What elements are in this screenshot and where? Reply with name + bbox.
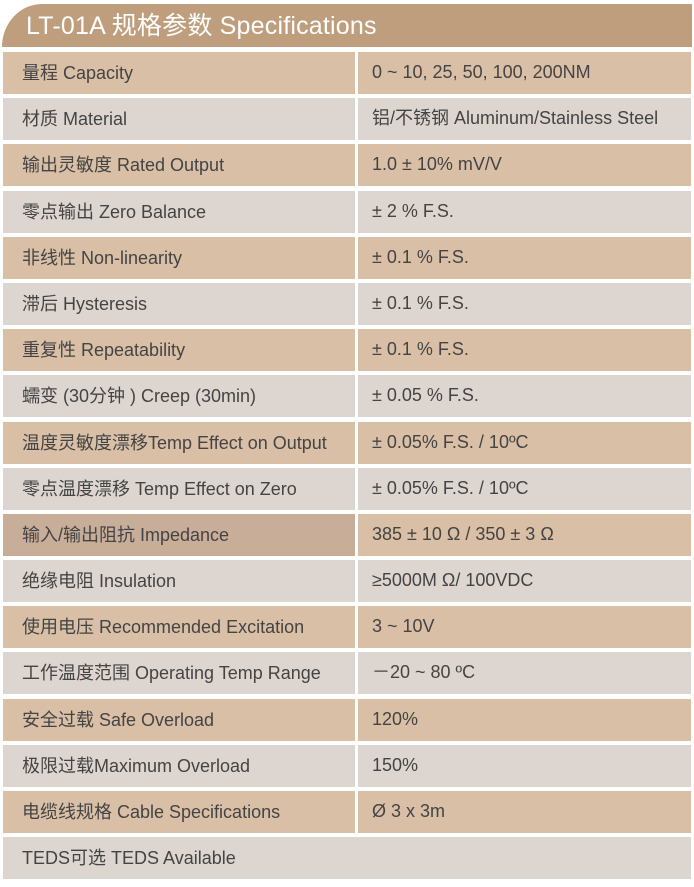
spec-title: LT-01A 规格参数 Specifications: [2, 4, 692, 47]
spec-value: 3 ~ 10V: [358, 606, 691, 649]
spec-label: 输出灵敏度 Rated Output: [3, 144, 355, 187]
spec-row-hysteresis: 滞后 Hysteresis ± 0.1 % F.S.: [3, 282, 691, 325]
spec-row-cable: 电缆线规格 Cable Specifications Ø 3 x 3m: [3, 791, 691, 833]
spec-label: 极限过载Maximum Overload: [3, 744, 355, 787]
spec-label: TEDS可选 TEDS Available: [3, 837, 691, 880]
spec-row-zero-balance: 零点输出 Zero Balance ± 2 % F.S.: [3, 190, 691, 233]
spec-label: 输入/输出阻抗 Impedance: [3, 513, 355, 556]
spec-row-temp-effect-zero: 零点温度漂移 Temp Effect on Zero ± 0.05% F.S. /…: [3, 467, 691, 510]
spec-table: 量程 Capacity 0 ~ 10, 25, 50, 100, 200NM 材质…: [3, 52, 691, 883]
spec-value: ± 0.1 % F.S.: [358, 329, 691, 372]
spec-row-safe-overload: 安全过载 Safe Overload 120%: [3, 698, 691, 741]
spec-label: 量程 Capacity: [3, 52, 355, 94]
spec-value: 铝/不锈钢 Aluminum/Stainless Steel: [358, 98, 691, 141]
spec-label: 滞后 Hysteresis: [3, 282, 355, 325]
spec-label: 零点输出 Zero Balance: [3, 190, 355, 233]
spec-value: ± 0.1 % F.S.: [358, 282, 691, 325]
spec-value: ± 0.05% F.S. / 10ºC: [358, 421, 691, 464]
spec-row-material: 材质 Material 铝/不锈钢 Aluminum/Stainless Stee…: [3, 98, 691, 141]
spec-label: 重复性 Repeatability: [3, 329, 355, 372]
spec-label: 温度灵敏度漂移Temp Effect on Output: [3, 421, 355, 464]
spec-value: ± 2 % F.S.: [358, 190, 691, 233]
spec-row-non-linearity: 非线性 Non-linearity ± 0.1 % F.S.: [3, 236, 691, 279]
spec-label: 安全过载 Safe Overload: [3, 698, 355, 741]
spec-row-temp-effect-output: 温度灵敏度漂移Temp Effect on Output ± 0.05% F.S.…: [3, 421, 691, 464]
spec-value: 1.0 ± 10% mV/V: [358, 144, 691, 187]
spec-row-capacity: 量程 Capacity 0 ~ 10, 25, 50, 100, 200NM: [3, 52, 691, 94]
spec-value: 150%: [358, 744, 691, 787]
spec-row-rated-output: 输出灵敏度 Rated Output 1.0 ± 10% mV/V: [3, 144, 691, 187]
spec-value: ± 0.05 % F.S.: [358, 375, 691, 418]
spec-value: ≥5000M Ω/ 100VDC: [358, 560, 691, 603]
spec-row-repeatability: 重复性 Repeatability ± 0.1 % F.S.: [3, 329, 691, 372]
spec-label: 工作温度范围 Operating Temp Range: [3, 652, 355, 695]
spec-row-impedance: 输入/输出阻抗 Impedance 385 ± 10 Ω / 350 ± 3 Ω: [3, 513, 691, 556]
spec-value: ± 0.05% F.S. / 10ºC: [358, 467, 691, 510]
spec-value: －20 ~ 80 ºC: [358, 652, 691, 695]
spec-label: 非线性 Non-linearity: [3, 236, 355, 279]
spec-value: Ø 3 x 3m: [358, 791, 691, 833]
spec-label: 零点温度漂移 Temp Effect on Zero: [3, 467, 355, 510]
spec-label: 蠕变 (30分钟 ) Creep (30min): [3, 375, 355, 418]
spec-row-excitation: 使用电压 Recommended Excitation 3 ~ 10V: [3, 606, 691, 649]
spec-row-teds: TEDS可选 TEDS Available: [3, 837, 691, 880]
spec-row-max-overload: 极限过载Maximum Overload 150%: [3, 744, 691, 787]
spec-label: 电缆线规格 Cable Specifications: [3, 791, 355, 833]
spec-label: 绝缘电阻 Insulation: [3, 560, 355, 603]
spec-value: ± 0.1 % F.S.: [358, 236, 691, 279]
spec-value: 385 ± 10 Ω / 350 ± 3 Ω: [358, 513, 691, 556]
spec-label: 使用电压 Recommended Excitation: [3, 606, 355, 649]
spec-value: 120%: [358, 698, 691, 741]
spec-row-operating-temp: 工作温度范围 Operating Temp Range －20 ~ 80 ºC: [3, 652, 691, 695]
spec-value: 0 ~ 10, 25, 50, 100, 200NM: [358, 52, 691, 94]
spec-row-insulation: 绝缘电阻 Insulation ≥5000M Ω/ 100VDC: [3, 560, 691, 603]
spec-label: 材质 Material: [3, 98, 355, 141]
spec-row-creep: 蠕变 (30分钟 ) Creep (30min) ± 0.05 % F.S.: [3, 375, 691, 418]
